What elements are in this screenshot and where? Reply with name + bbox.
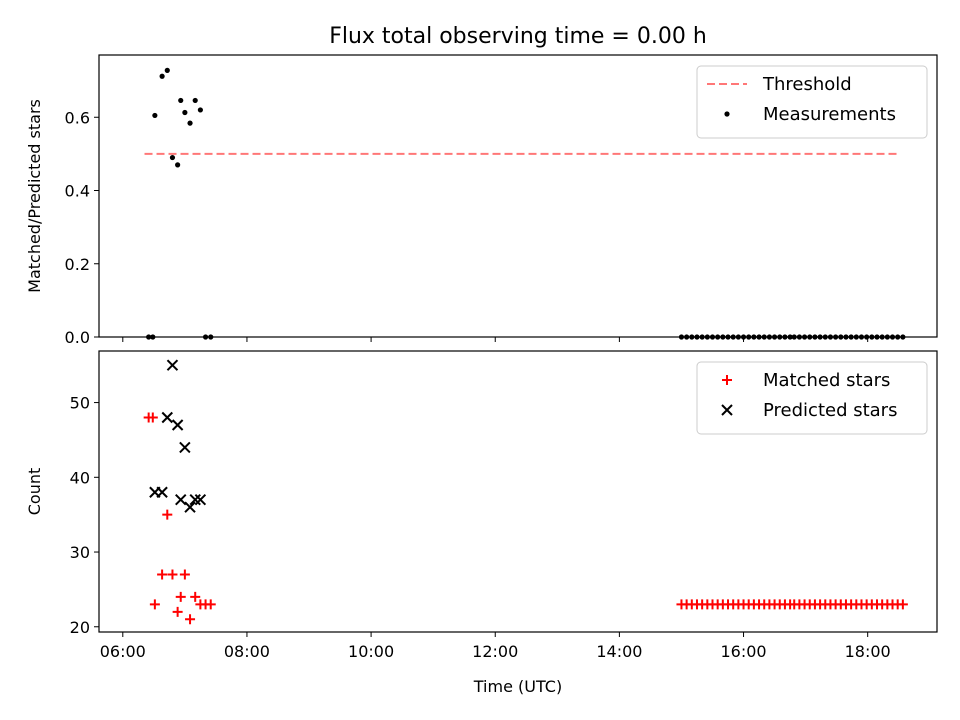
data-point: [147, 412, 158, 423]
legend-swatch: [722, 375, 732, 385]
legend-label: Matched stars: [763, 370, 890, 391]
y-tick-label: 30: [70, 543, 90, 562]
data-point: [197, 107, 203, 113]
data-point: [205, 599, 216, 610]
legend-label: Predicted stars: [763, 400, 897, 421]
data-point: [175, 494, 187, 506]
data-point: [169, 154, 176, 161]
x-axis-label: Time (UTC): [473, 677, 562, 696]
chart-title: Flux total observing time = 0.00 h: [329, 24, 707, 49]
data-point: [194, 494, 207, 506]
y-tick-label: 20: [70, 618, 90, 637]
data-point: [179, 441, 191, 454]
data-point: [182, 109, 188, 116]
x-tick-label: 16:00: [720, 642, 766, 661]
data-point: [184, 501, 196, 513]
y-tick-label: 0.6: [65, 108, 90, 127]
y-tick-label: 0.4: [65, 182, 90, 201]
legend-swatch: [724, 111, 730, 117]
data-point: [157, 569, 168, 580]
legend-label: Measurements: [763, 104, 896, 125]
data-point: [897, 599, 908, 610]
legend-label: Threshold: [762, 74, 852, 95]
data-point: [171, 419, 184, 431]
data-point: [179, 569, 190, 580]
data-point: [178, 97, 184, 104]
axes-frame: [98, 54, 938, 338]
y-tick-label: 0.2: [65, 255, 90, 274]
x-tick-label: 12:00: [472, 642, 518, 661]
data-point: [161, 411, 173, 424]
y-tick-label: 40: [70, 468, 90, 487]
data-point: [189, 494, 201, 506]
y-axis-label: Count: [25, 468, 44, 516]
data-point: [190, 591, 201, 602]
data-point: [192, 97, 198, 104]
x-tick-label: 18:00: [845, 642, 891, 661]
data-point: [156, 486, 168, 498]
legend: Threshold Measurements: [696, 65, 928, 139]
x-tick-label: 10:00: [348, 642, 394, 661]
y-axis-label: Matched/Predicted stars: [25, 99, 44, 293]
bottom-panel: 20 30 40 50 06:00 08:00 10:00 12:00 14:00 16:00 18…: [25, 350, 938, 661]
data-point: [149, 599, 160, 610]
data-point: [152, 112, 158, 119]
legend: Matched stars Predicted stars: [696, 361, 928, 435]
legend-box: [696, 65, 928, 139]
data-point: [162, 509, 173, 520]
legend-swatch: [721, 404, 733, 416]
data-point: [187, 120, 193, 126]
x-tick-label: 14:00: [596, 642, 642, 661]
data-point: [166, 359, 179, 371]
y-tick-label: 50: [70, 394, 90, 413]
data-point: [175, 591, 186, 602]
data-point: [172, 606, 183, 617]
axes-frame: [98, 350, 938, 633]
x-tick-label: 06:00: [100, 642, 146, 661]
x-tick-label: 08:00: [224, 642, 270, 661]
legend-box: [696, 361, 928, 435]
y-tick-label: 0.0: [65, 328, 90, 347]
data-point: [185, 614, 196, 625]
top-panel: 0.0 0.2 0.4 0.6 Matched/Predicted stars Thres…: [25, 54, 938, 347]
data-point: [175, 162, 181, 168]
data-point: [159, 73, 165, 79]
data-point: [164, 67, 170, 73]
data-point: [167, 569, 178, 580]
